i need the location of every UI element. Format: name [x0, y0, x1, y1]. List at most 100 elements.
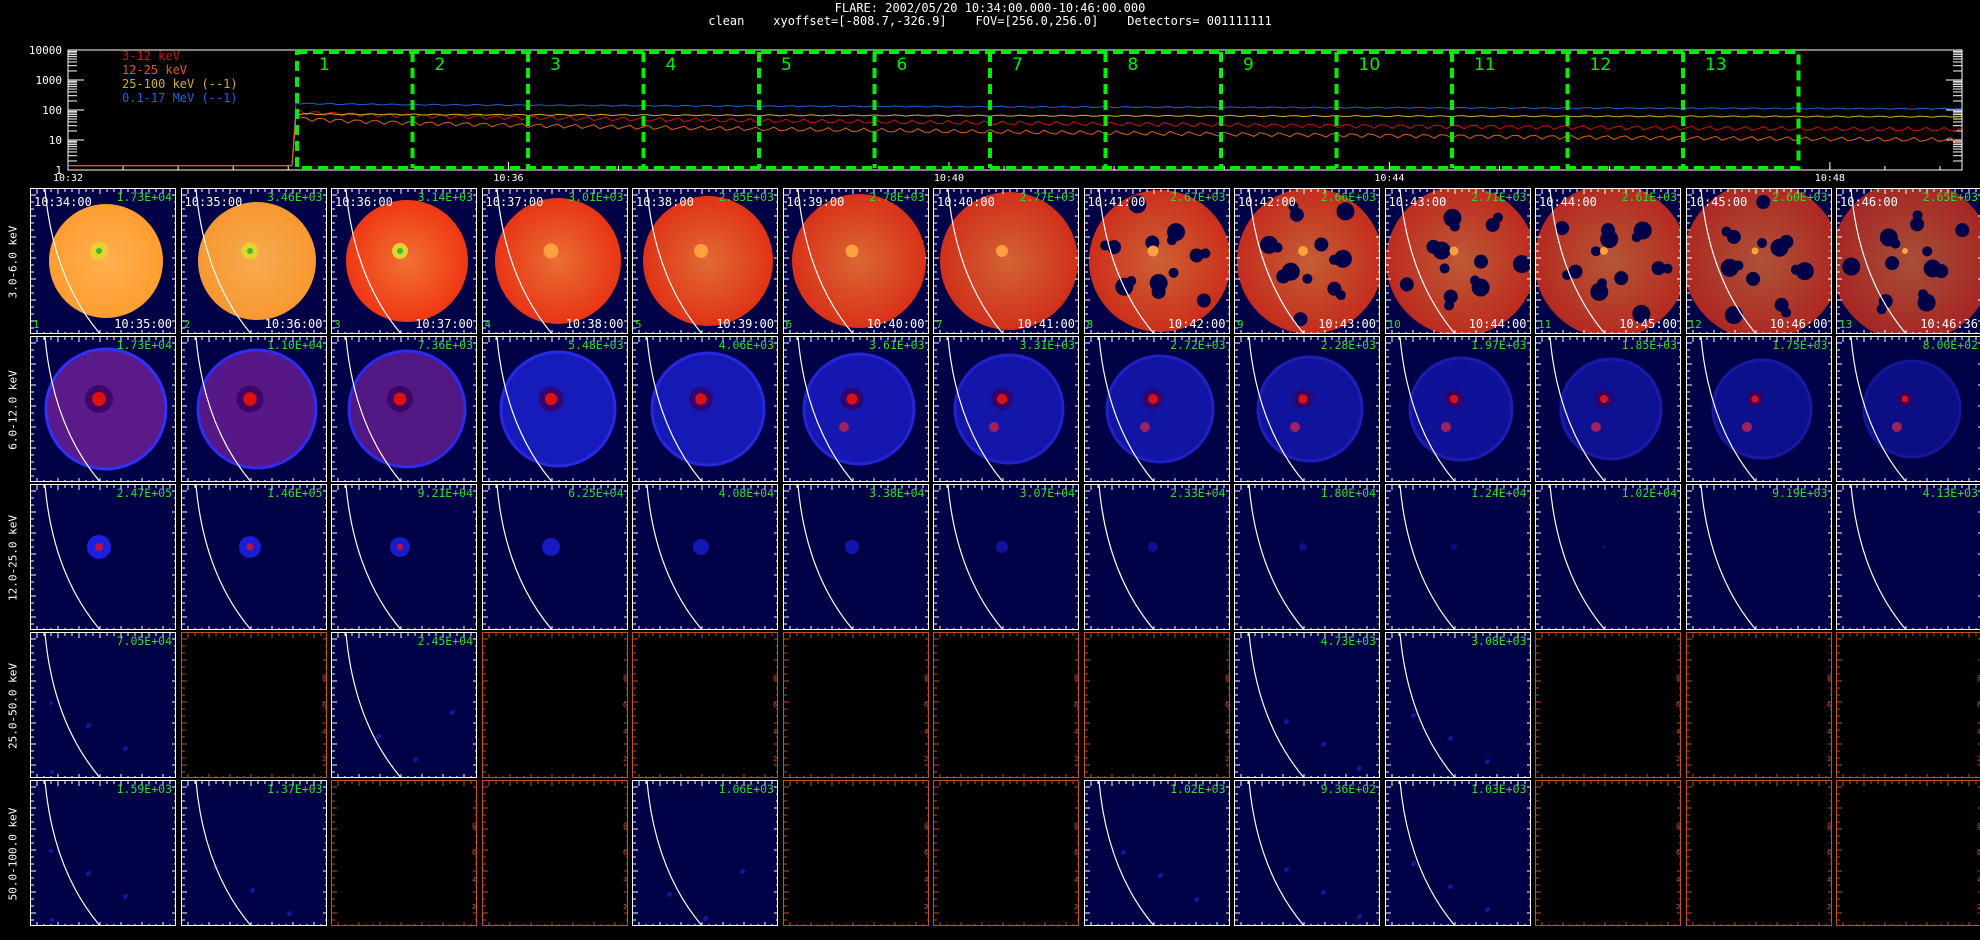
noise-speck	[1322, 742, 1326, 746]
panel-image	[1686, 485, 1831, 629]
emission-gap	[1289, 207, 1304, 222]
peak-value: 2.33E+04	[1170, 486, 1226, 500]
image-panel: 4.73E+03	[1234, 632, 1380, 778]
panel-image	[1235, 633, 1379, 777]
flare-core-secondary	[1591, 422, 1601, 432]
solar-limb-arc	[1699, 485, 1756, 629]
solar-limb-arc	[796, 189, 853, 333]
interval-start-time: 10:43:00	[1388, 195, 1447, 209]
emission-gap	[1336, 202, 1355, 221]
panel-image	[181, 189, 326, 333]
axis-number: 4	[1827, 728, 1831, 736]
axis-number: 8	[1074, 674, 1078, 682]
panel-image: 2 4 6 8	[934, 633, 1078, 777]
solar-limb-arc	[1699, 189, 1756, 333]
peak-value: 4.08E+04	[718, 486, 774, 500]
image-panel: 1.59E+03	[30, 780, 176, 926]
flare-core-secondary	[1440, 422, 1451, 432]
interval-label: 9	[1243, 55, 1254, 75]
peak-value: 3.07E+04	[1019, 486, 1075, 500]
frame-number: 8	[1086, 318, 1094, 331]
interval-start-time: 10:44:00	[1539, 195, 1597, 209]
noise-speck	[377, 734, 381, 738]
flare-core	[1751, 247, 1758, 255]
emission-disk	[1256, 355, 1364, 463]
peak-value: 1.02E+04	[1621, 486, 1677, 500]
axis-number: 4	[773, 728, 777, 736]
panel-image	[1385, 485, 1530, 629]
peak-value: 3.31E+03	[1019, 338, 1075, 352]
emission-disk	[791, 194, 926, 328]
peak-value: 2.72E+03	[1170, 338, 1226, 352]
emission-disk	[494, 198, 621, 324]
legend-entry: 12-25 keV	[122, 63, 187, 77]
emission-disk	[643, 196, 773, 326]
x-tick-label: 10:48	[1815, 173, 1845, 184]
noise-speck	[49, 701, 53, 705]
image-panel: 1.37E+03	[180, 780, 327, 926]
emission-gap	[1166, 235, 1177, 246]
flare-source	[1753, 546, 1756, 548]
interval-label: 5	[781, 55, 792, 75]
noise-speck	[1285, 719, 1289, 723]
x-tick-label: 10:36	[493, 173, 523, 184]
noise-speck	[287, 911, 292, 915]
peak-value: 5.48E+03	[568, 338, 624, 352]
image-panel: 4.06E+03	[632, 336, 778, 482]
image-panel: 2 4 6 8	[632, 632, 778, 778]
flare-core	[1600, 247, 1608, 255]
band-label: 50.0-100.0 keV	[6, 807, 20, 901]
peak-value: 3.61E+03	[869, 338, 925, 352]
panel-image	[1837, 189, 1980, 333]
image-panel: 2.47E+05	[30, 484, 176, 630]
emission-gap	[1302, 273, 1313, 284]
emission-gap	[1196, 293, 1211, 308]
emission-gap	[1443, 289, 1458, 304]
image-panel: 3.38E+04	[782, 484, 929, 630]
peak-value: 8.00E+02	[1922, 338, 1978, 352]
axis-number: 2	[773, 755, 777, 763]
flare-core-secondary	[1290, 422, 1300, 432]
axis-number: 2	[1827, 755, 1831, 763]
peak-value: 2.47E+05	[116, 486, 172, 500]
frame-number: 10	[1387, 318, 1401, 331]
panel-image	[1686, 337, 1831, 481]
flare-core	[1147, 394, 1158, 404]
peak-value: 2.71E+03	[1471, 190, 1527, 204]
flare-core	[242, 392, 257, 406]
peak-value: 9.19E+03	[1772, 486, 1828, 500]
axis-number: 8	[773, 674, 777, 682]
emission-gap	[1555, 221, 1570, 236]
peak-value: 1.73E+04	[116, 190, 172, 204]
plot-header: FLARE: 2002/05/20 10:34:00.000-10:46:00.…	[0, 2, 1980, 28]
emission-disk	[1711, 358, 1812, 460]
emission-disk	[197, 202, 316, 320]
axis-number: 6	[623, 701, 627, 709]
interval-label: 7	[1012, 55, 1023, 75]
interval-label: 2	[435, 55, 446, 75]
image-panel: 2.78E+03 10:39:00 10:40:00 6	[782, 188, 929, 334]
emission-gap	[1127, 195, 1146, 214]
image-panel: 3.31E+03	[933, 336, 1079, 482]
panel-image	[181, 337, 326, 481]
panel-image	[332, 337, 476, 481]
axis-number: 6	[1977, 701, 1980, 709]
emission-gap	[1469, 275, 1480, 286]
panel-image: 2 4 6 8	[181, 633, 326, 777]
emission-gap	[1774, 297, 1789, 312]
solar-limb-arc	[646, 189, 703, 333]
axis-number: 6	[322, 701, 326, 709]
frame-number: 3	[334, 318, 341, 331]
emission-disk	[650, 351, 766, 467]
emission-disk	[49, 204, 163, 318]
peak-value: 2.61E+03	[1621, 190, 1677, 204]
solar-limb-arc	[646, 337, 703, 481]
axis-number: 2	[1074, 755, 1078, 763]
axis-number: 8	[1827, 674, 1831, 682]
image-panel: 2 4 6 8	[180, 632, 327, 778]
interval-label: 4	[666, 55, 677, 75]
flare-core	[544, 392, 557, 406]
image-panel: 2 4 6 8	[782, 632, 929, 778]
axis-number: 6	[1827, 701, 1831, 709]
panel-image	[934, 189, 1078, 333]
